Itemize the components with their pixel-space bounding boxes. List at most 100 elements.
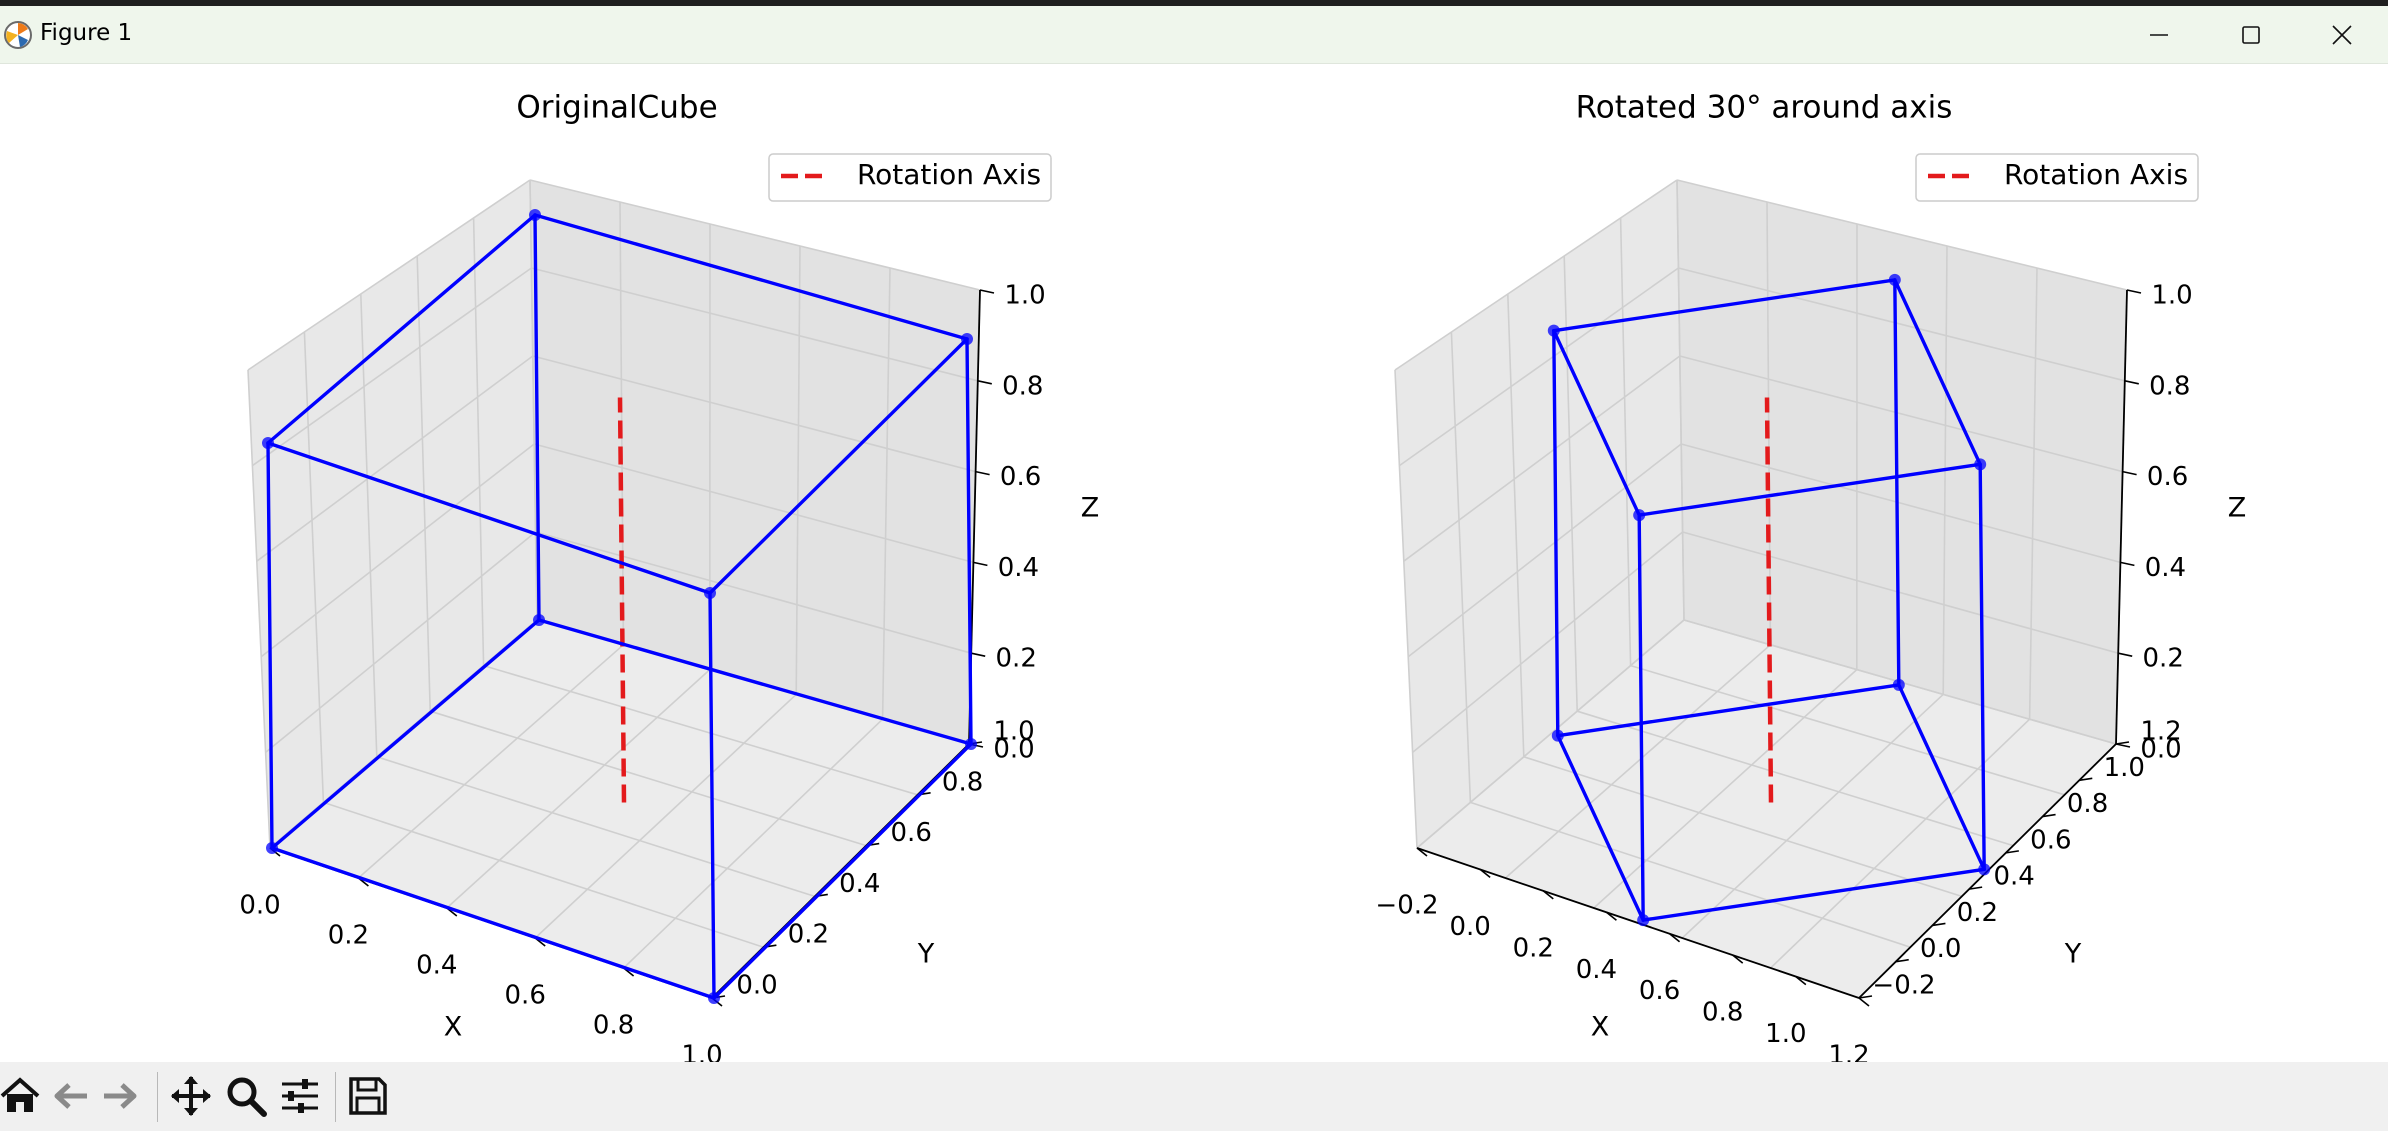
cube-edge [1552,328,1641,517]
cube-vertex [708,992,720,1004]
z-axis-line [2115,289,2128,745]
cube-vertex [1633,509,1646,522]
pan-icon [171,1076,211,1116]
back-wall-gridline [881,267,891,720]
floor-gridline [1770,718,2031,969]
z-tick [2122,470,2137,476]
z-tick [2115,743,2131,748]
figure-svg: 0.00.20.40.60.81.00.00.20.40.60.81.00.00… [239,90,2246,1063]
left-wall-gridline [247,179,531,371]
left-wall-gridline [472,217,485,666]
z-tick-label: 0.8 [1002,371,1043,401]
x-tick [1542,890,1554,900]
forward-arrow-icon [104,1083,137,1109]
floor-gridline [1593,669,1858,909]
cube-vertex [704,587,716,599]
x-axis-label: X [444,1012,463,1043]
os-top-strip [0,0,2388,6]
x-tick-label: 0.2 [1513,933,1554,963]
x-tick-label: 1.0 [681,1041,722,1063]
back-wall-gridline [795,245,801,695]
x-tick-label: 1.2 [1828,1041,1869,1063]
close-button[interactable] [2296,6,2388,63]
left-wall-gridline [1450,331,1472,803]
cube-edge [1556,733,1645,922]
legend: Rotation Axis [768,153,1052,202]
z-tick [971,652,986,657]
cube-vertex [1978,863,1991,876]
cube-edge [537,618,973,746]
minimize-icon [2150,33,2168,36]
cube-edge [1552,328,1560,738]
cube-edge [1641,867,1986,922]
save-icon [349,1077,387,1115]
left-wall-gridline [1407,443,1682,658]
x-tick-label: 0.6 [505,981,546,1011]
back-wall-pane [1677,180,2127,744]
back-arrow-icon [54,1083,87,1109]
cube-vertex [1974,458,1987,471]
zoom-button[interactable] [222,1072,270,1120]
zoom-icon [227,1077,267,1117]
y-tick-label: 1.2 [2140,717,2181,747]
back-wall-gridline [529,179,981,291]
left-wall-gridline [1676,179,1685,621]
window-titlebar: Figure 1 [0,6,2388,64]
z-tick-label: 0.0 [2140,735,2181,765]
cube-vertex [961,333,973,345]
forward-button[interactable] [96,1072,144,1120]
cube-vertex [1547,324,1560,337]
y-tick-label: 1.0 [2104,753,2145,783]
z-tick-label: 0.4 [2145,553,2186,583]
cube-edge [270,618,541,850]
cube-edge [1637,462,1982,517]
left-wall-gridline [247,369,271,849]
rotation-axis-line [1764,397,1774,803]
x-tick [1479,868,1491,879]
y-tick-label: 0.8 [942,767,983,797]
cube-vertex [533,614,545,626]
home-button[interactable] [0,1072,44,1120]
x-tick [1416,847,1428,857]
z-tick-label: 0.6 [1000,462,1041,492]
floor-pane [270,620,969,998]
y-tick [2079,777,2093,782]
cube-edge [266,213,537,445]
maximize-button[interactable] [2205,6,2297,63]
back-button[interactable] [47,1072,95,1120]
x-tick-label: 0.6 [1639,976,1680,1006]
cube-vertex [1892,678,1905,691]
minimize-button[interactable] [2113,6,2205,63]
figure-canvas[interactable]: 0.0 0.2 0.4 0.6 0.8 1.0 0.0 0.2 0.4 0.6 0.8 1.0 0.0 0… [0,64,2388,1062]
x-tick-label: 0.0 [239,891,280,921]
close-icon [2332,24,2352,45]
y-tick-label: 0.6 [2030,825,2071,855]
floor-pane [1417,620,2116,998]
cube-vertex [965,738,977,750]
cube-edge [270,846,716,1000]
z-tick [2118,652,2133,657]
cube-edge [533,213,969,341]
y-tick-label: 0.2 [788,920,829,950]
cube-edge [1637,513,1645,922]
pan-button[interactable] [167,1072,215,1120]
toolbar-separator [335,1072,336,1122]
rotation-axis-line [617,397,627,803]
z-tick [975,470,990,476]
cube-edge [1552,278,1897,333]
back-wall-gridline [1678,267,2125,382]
subplot-title: OriginalCube [516,90,717,126]
y-tick [1969,886,1983,890]
back-wall-gridline [1676,179,2128,291]
back-wall-pane [530,180,980,744]
configure-subplots-button[interactable] [276,1072,324,1120]
back-wall-gridline [2028,267,2038,720]
toolbar-separator [157,1072,158,1122]
save-button[interactable] [344,1072,392,1120]
y-tick [1858,995,1873,999]
floor-gridline [1470,801,1911,948]
left-wall-gridline [1619,217,1632,666]
y-tick-label: 1.0 [993,717,1034,747]
left-wall-gridline [1403,355,1681,562]
cube-edge [965,337,973,746]
